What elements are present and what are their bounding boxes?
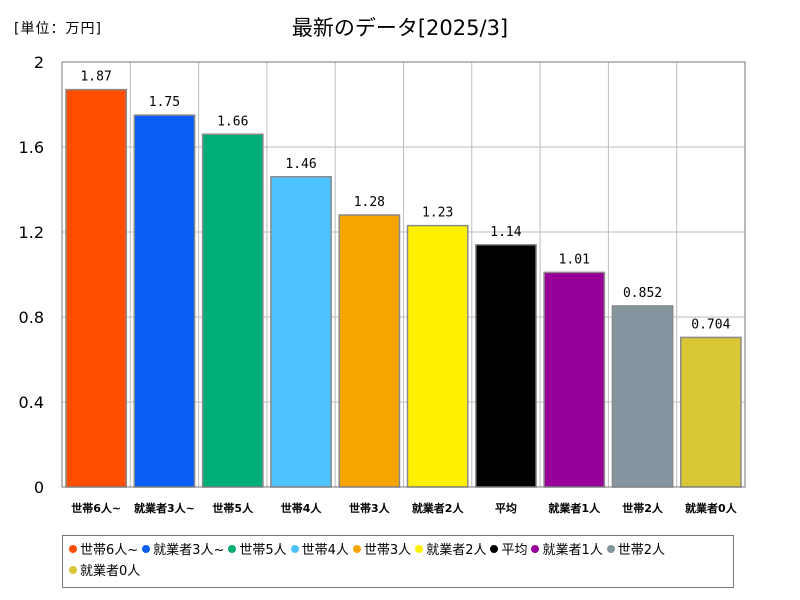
- bar-9: [611, 305, 674, 488]
- value-label: 0.852: [623, 286, 662, 301]
- legend-marker-icon: [606, 545, 615, 553]
- bar-8: [543, 271, 606, 488]
- legend-item: 世帯4人: [290, 540, 349, 561]
- value-label: 1.46: [285, 157, 316, 172]
- bar-3: [201, 133, 264, 488]
- value-label: 0.704: [691, 317, 730, 332]
- y-tick-label: 2: [34, 53, 44, 72]
- value-label: 1.14: [490, 225, 521, 240]
- chart-title: 最新のデータ[2025/3]: [291, 16, 509, 40]
- value-label: 1.23: [422, 206, 453, 221]
- y-tick-label: 1.6: [19, 138, 44, 157]
- y-axis-ticks: 0 0.4 0.8 1.2 1.6 2: [19, 53, 44, 497]
- legend-item: 就業者1人: [531, 540, 603, 561]
- legend-label: 世帯6人~: [80, 543, 139, 558]
- legend-marker-icon: [531, 545, 540, 553]
- legend-item: 就業者0人: [69, 561, 140, 582]
- x-tick-label: 世帯2人: [622, 501, 664, 515]
- legend-label: 平均: [501, 543, 528, 558]
- y-tick-label: 0.4: [19, 393, 44, 412]
- legend-marker-icon: [290, 545, 299, 553]
- legend-marker-icon: [69, 566, 77, 574]
- legend-marker-icon: [352, 545, 361, 553]
- y-tick-label: 0.8: [19, 308, 44, 327]
- unit-label: [単位：万円]: [14, 21, 102, 37]
- legend-label: 世帯5人: [239, 543, 287, 558]
- legend-label: 就業者2人: [426, 543, 487, 558]
- value-label: 1.01: [559, 252, 590, 267]
- bar-10: [679, 336, 742, 488]
- y-tick-label: 0: [34, 478, 44, 497]
- x-tick-label: 就業者3人~: [134, 501, 195, 515]
- legend-label: 就業者1人: [542, 543, 603, 558]
- bar-2: [133, 114, 196, 488]
- value-label: 1.75: [149, 95, 180, 110]
- legend-marker-icon: [490, 545, 499, 553]
- legend-label: 就業者3人~: [153, 543, 225, 558]
- value-label: 1.66: [217, 114, 248, 129]
- legend-marker-icon: [69, 545, 77, 553]
- x-tick-label: 就業者1人: [548, 501, 601, 515]
- legend: 世帯6人~ 就業者3人~ 世帯5人 世帯4人 世帯3人 就業者2人 平均 就業者1人 世帯2人就…: [62, 535, 734, 588]
- value-label: 1.87: [80, 70, 111, 85]
- x-tick-label: 世帯5人: [212, 501, 254, 515]
- legend-marker-icon: [142, 545, 151, 553]
- bar-4: [270, 176, 332, 488]
- legend-item: 就業者2人: [415, 540, 486, 561]
- value-labels: 1.87 1.75 1.66 1.46 1.28 1.23 1.14 1.01 0.852 0.7…: [80, 70, 730, 333]
- legend-item: 世帯5人: [228, 540, 287, 561]
- bars: [65, 88, 742, 488]
- x-tick-label: 世帯6人~: [71, 501, 121, 515]
- legend-item: 平均: [490, 540, 527, 561]
- legend-label: 世帯3人: [363, 543, 412, 558]
- value-label: 1.28: [354, 195, 385, 210]
- legend-item: 世帯3人: [352, 540, 412, 561]
- legend-marker-icon: [228, 545, 237, 553]
- plot-area-frame: [61, 61, 746, 488]
- legend-item: 世帯2人: [606, 540, 666, 561]
- legend-marker-icon: [415, 545, 424, 553]
- x-axis-categories: 世帯6人~ 就業者3人~ 世帯5人 世帯4人 世帯3人 就業者2人 平均 就業者1人 世帯2人 就…: [71, 501, 737, 515]
- legend-label: 就業者0人: [80, 564, 141, 579]
- x-tick-label: 世帯3人: [349, 501, 391, 515]
- bar-1: [65, 88, 128, 488]
- x-tick-label: 世帯4人: [281, 501, 323, 515]
- bar-5: [338, 214, 401, 488]
- legend-item: 就業者3人~: [142, 540, 224, 561]
- bar-chart: 00.40.81.21.62 1.871.751.661.461.281.231…: [19, 53, 746, 515]
- legend-label: 世帯4人: [301, 543, 349, 558]
- x-tick-label: 平均: [495, 501, 517, 515]
- bar-6: [406, 224, 469, 488]
- y-tick-label: 1.2: [19, 223, 44, 242]
- legend-label: 世帯2人: [617, 543, 666, 558]
- x-tick-label: 就業者0人: [685, 501, 738, 515]
- bar-7: [475, 244, 537, 488]
- legend-item: 世帯6人~: [69, 540, 138, 561]
- x-tick-label: 就業者2人: [412, 501, 465, 515]
